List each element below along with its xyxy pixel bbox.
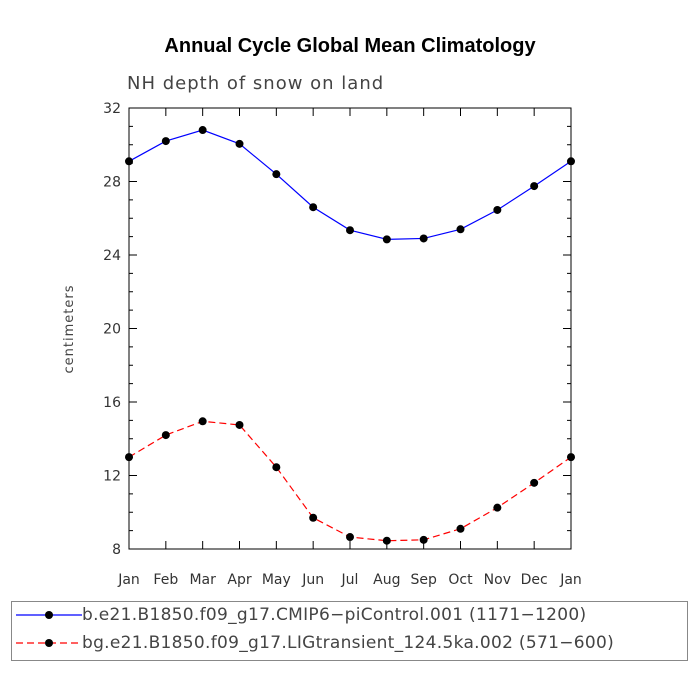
legend-swatch-1 [16,639,82,647]
x-tick-label: Sep [410,572,437,588]
y-tick-label: 28 [103,175,121,191]
x-tick-label: Dec [521,572,548,588]
x-tick-label: Jun [301,572,324,588]
axes: 8 12 16 20 24 28 32 Jan Feb Mar Apr May Jun Jul Aug Sep… [103,101,582,588]
y-tick-label: 12 [103,469,121,485]
x-tick-label: Apr [227,572,251,588]
legend-item-1: bg.e21.B1850.f09_g17.LIGtransient_124.5k… [12,631,687,657]
data-point-0 [125,157,133,166]
x-tick-label: Mar [189,572,216,588]
y-tick-label: 20 [103,322,121,338]
y-tick-label: 24 [103,248,121,264]
data-point-0 [382,235,391,244]
data-point-1 [161,431,170,440]
chart-title: Annual Cycle Global Mean Climatology [164,35,536,57]
data-point-1 [567,453,575,462]
legend: b.e21.B1850.f09_g17.CMIP6−piControl.001 … [11,601,688,661]
legend-swatch-0 [16,611,82,619]
data-point-1 [235,420,244,429]
data-point-0 [567,157,575,166]
legend-label-1: bg.e21.B1850.f09_g17.LIGtransient_124.5k… [82,633,615,653]
data-point-0 [309,203,318,212]
data-point-0 [235,139,244,148]
x-tick-label: Nov [484,572,511,588]
data-point-0 [456,225,465,234]
y-tick-label: 16 [103,395,121,411]
data-point-1 [309,513,318,522]
data-point-0 [346,226,354,235]
x-tick-label: Feb [153,572,178,588]
series-line-0 [128,129,572,240]
x-tick-label: Jan [559,572,582,588]
x-tick-label: Oct [448,572,473,588]
data-point-0 [161,137,170,146]
data-point-1 [493,503,502,512]
data-point-1 [198,417,207,426]
legend-label-0: b.e21.B1850.f09_g17.CMIP6−piControl.001 … [82,605,587,625]
data-point-0 [419,234,428,243]
x-tick-label: May [262,572,291,588]
data-point-1 [272,463,281,472]
x-tick-label: Jul [341,572,359,588]
y-tick-label: 8 [112,542,121,558]
data-point-0 [530,182,539,191]
data-point-0 [198,126,207,135]
legend-item-0: b.e21.B1850.f09_g17.CMIP6−piControl.001 … [12,603,687,629]
data-point-1 [346,533,354,542]
data-point-0 [272,170,281,179]
plot-frame [128,107,572,550]
x-tick-label: Jan [117,572,140,588]
y-tick-label: 32 [103,101,121,117]
y-axis-label: centimeters [62,285,77,374]
x-tick-label: Aug [373,572,400,588]
series-layer [125,126,575,545]
data-point-1 [382,536,391,545]
data-point-1 [530,478,539,487]
data-point-1 [456,524,465,533]
series-line-1 [128,420,572,542]
data-point-1 [125,453,133,462]
data-point-0 [493,205,502,214]
data-point-1 [419,535,428,544]
chart-subtitle: NH depth of snow on land [127,73,384,94]
